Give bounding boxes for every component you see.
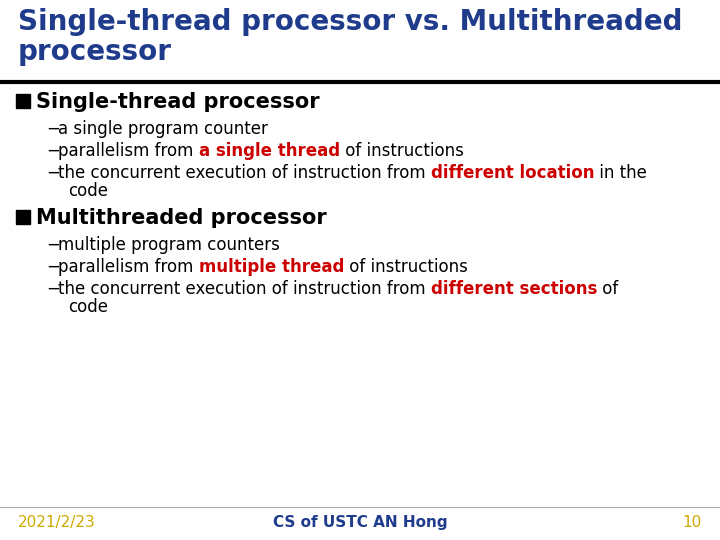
Text: different sections: different sections	[431, 280, 598, 298]
Text: code: code	[68, 182, 108, 200]
Text: parallelism from: parallelism from	[58, 258, 199, 276]
Text: a single program counter: a single program counter	[58, 120, 268, 138]
Text: Single-thread processor: Single-thread processor	[36, 92, 320, 112]
Text: of instructions: of instructions	[344, 258, 468, 276]
Text: −: −	[46, 280, 60, 298]
Text: multiple program counters: multiple program counters	[58, 236, 280, 254]
Text: −: −	[46, 258, 60, 276]
Text: −: −	[46, 164, 60, 182]
Text: Single-thread processor vs. Multithreaded: Single-thread processor vs. Multithreade…	[18, 8, 683, 36]
Text: the concurrent execution of instruction from: the concurrent execution of instruction …	[58, 164, 431, 182]
Text: parallelism from: parallelism from	[58, 142, 199, 160]
Text: of: of	[598, 280, 618, 298]
Text: a single thread: a single thread	[199, 142, 340, 160]
Text: of instructions: of instructions	[340, 142, 464, 160]
Text: Multithreaded processor: Multithreaded processor	[36, 208, 327, 228]
Text: −: −	[46, 236, 60, 254]
Text: multiple thread: multiple thread	[199, 258, 344, 276]
Text: 2021/2/23: 2021/2/23	[18, 515, 96, 530]
Text: the concurrent execution of instruction from: the concurrent execution of instruction …	[58, 280, 431, 298]
Text: processor: processor	[18, 38, 172, 66]
Text: in the: in the	[595, 164, 647, 182]
Text: different location: different location	[431, 164, 595, 182]
Text: 10: 10	[683, 515, 702, 530]
Text: CS of USTC AN Hong: CS of USTC AN Hong	[273, 515, 447, 530]
Text: −: −	[46, 142, 60, 160]
Text: code: code	[68, 298, 108, 316]
Text: −: −	[46, 120, 60, 138]
